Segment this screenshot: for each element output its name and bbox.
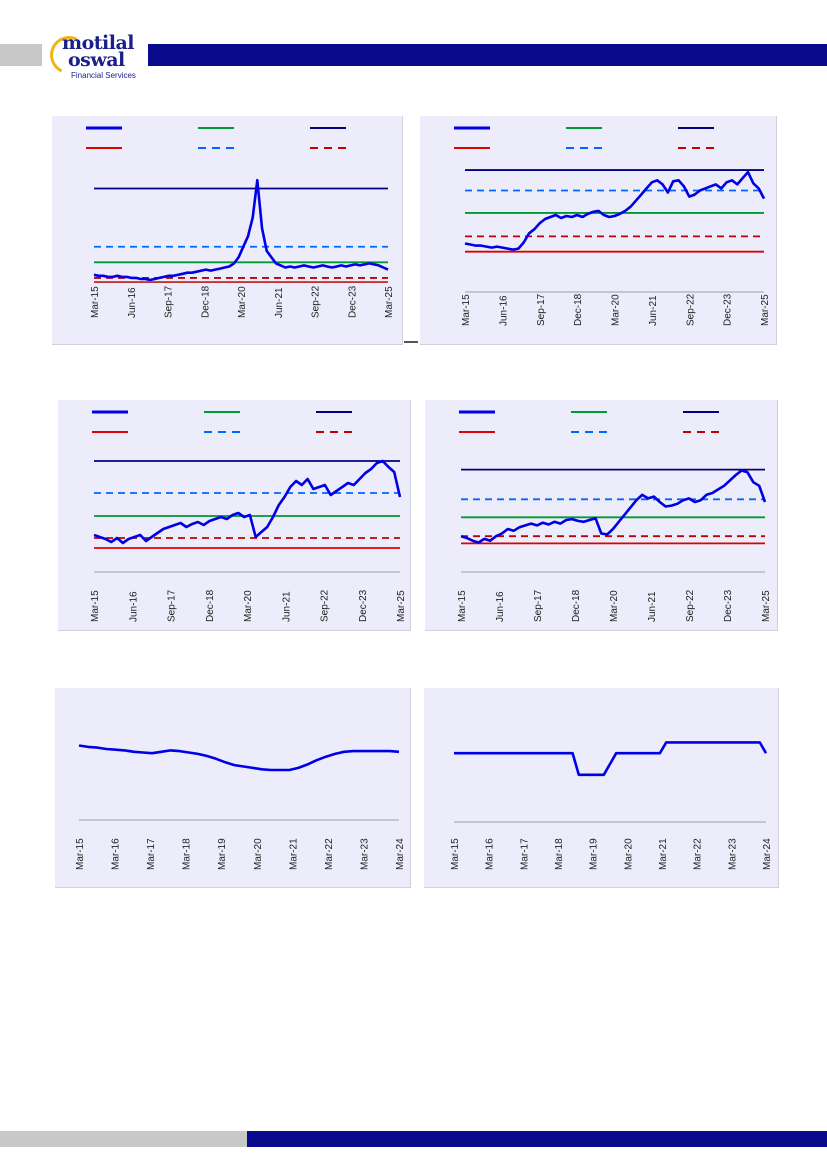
x-tick-label: Dec-23: [723, 589, 734, 622]
x-tick-label: Dec-23: [723, 293, 734, 326]
chart-5-svg: Mar-15 Mar-16 Mar-17 Mar-18 Mar-19 Mar-20 Mar-…: [75, 744, 406, 870]
x-tick-label: Dec-18: [571, 589, 582, 622]
x-tick-label: Mar-25: [396, 590, 407, 622]
x-tick-label: Mar-15: [90, 590, 101, 622]
x-tick-label: Mar-25: [384, 286, 395, 318]
x-tick-label: Mar-15: [75, 838, 86, 870]
footer-gray-bar: [0, 1131, 247, 1147]
x-tick-label: Sep-17: [167, 589, 178, 622]
x-tick-label: Mar-21: [288, 838, 299, 870]
series-line: [78, 744, 400, 772]
x-tick-label: Sep-22: [311, 285, 322, 318]
x-tick-label: Mar-20: [611, 294, 622, 326]
x-tick-label: Mar-24: [395, 838, 406, 870]
x-tick-label: Sep-17: [164, 285, 175, 318]
brand-line2: oswal: [68, 49, 125, 71]
x-tick-label: Mar-23: [727, 838, 738, 870]
x-tick-label: Mar-21: [658, 838, 669, 870]
x-tick-label: Dec-18: [205, 589, 216, 622]
header-blue-bar: [148, 44, 827, 66]
chart-2-svg: Mar-15 Jun-16 Sep-17 Dec-18 Mar-20 Jun-21 Sep-…: [454, 126, 771, 326]
x-tick-label: Jun-16: [498, 295, 509, 326]
divider-mark: [404, 341, 418, 343]
x-tick-label: Mar-19: [217, 838, 228, 870]
x-tick-label: Mar-20: [253, 838, 264, 870]
x-tick-label: Jun-21: [281, 591, 292, 622]
chart-6-svg: Mar-15 Mar-16 Mar-17 Mar-18 Mar-19 Mar-20 Mar-…: [450, 741, 773, 870]
x-tick-label: Sep-17: [536, 293, 547, 326]
x-tick-label: Sep-22: [685, 589, 696, 622]
x-tick-label: Jun-21: [648, 295, 659, 326]
x-tick-label: Dec-18: [573, 293, 584, 326]
x-tick-label: Mar-20: [623, 838, 634, 870]
series-line: [93, 459, 402, 545]
x-tick-label: Mar-15: [90, 286, 101, 318]
x-tick-label: Mar-16: [485, 838, 496, 870]
x-tick-label: Mar-17: [146, 838, 157, 870]
x-tick-label: Mar-18: [554, 838, 565, 870]
x-tick-label: Dec-23: [358, 589, 369, 622]
header-left-gray-bar: [0, 44, 42, 66]
x-tick-label: Mar-20: [237, 286, 248, 318]
series-line: [464, 170, 766, 251]
x-tick-label: Jun-21: [274, 287, 285, 318]
x-tick-label: Dec-23: [347, 285, 358, 318]
series-line: [460, 469, 767, 544]
chart-3-svg: Mar-15 Jun-16 Sep-17 Dec-18 Mar-20 Jun-21 Sep-…: [90, 410, 407, 622]
x-tick-label: Mar-18: [182, 838, 193, 870]
brand-logo: motilal oswal Financial Services: [44, 30, 148, 82]
x-tick-label: Mar-15: [450, 838, 461, 870]
x-tick-label: Dec-18: [200, 285, 211, 318]
chart-panel-5: Mar-15 Mar-16 Mar-17 Mar-18 Mar-19 Mar-20 Mar-…: [55, 688, 411, 888]
chart-panel-3: Mar-15 Jun-16 Sep-17 Dec-18 Mar-20 Jun-21 Sep-…: [58, 400, 411, 631]
x-tick-label: Mar-22: [324, 838, 335, 870]
x-tick-label: Mar-25: [760, 294, 771, 326]
x-tick-label: Mar-20: [609, 590, 620, 622]
chart-4-svg: Mar-15 Jun-16 Sep-17 Dec-18 Mar-20 Jun-21 Sep-…: [457, 410, 772, 622]
chart-panel-2: Mar-15 Jun-16 Sep-17 Dec-18 Mar-20 Jun-21 Sep-…: [420, 116, 777, 345]
x-tick-label: Mar-25: [761, 590, 772, 622]
chart-panel-6: Mar-15 Mar-16 Mar-17 Mar-18 Mar-19 Mar-20 Mar-…: [424, 688, 779, 888]
chart-1-svg: Mar-15 Jun-16 Sep-17 Dec-18 Mar-20 Jun-21 Sep-…: [86, 126, 395, 318]
x-tick-label: Mar-22: [693, 838, 704, 870]
chart-panel-4: Mar-15 Jun-16 Sep-17 Dec-18 Mar-20 Jun-21 Sep-…: [425, 400, 778, 631]
x-tick-label: Mar-23: [359, 838, 370, 870]
x-tick-label: Sep-17: [533, 589, 544, 622]
series-line: [93, 178, 389, 282]
x-tick-label: Mar-20: [243, 590, 254, 622]
x-tick-label: Mar-15: [461, 294, 472, 326]
x-tick-label: Mar-17: [519, 838, 530, 870]
x-tick-label: Jun-21: [647, 591, 658, 622]
x-tick-label: Jun-16: [128, 591, 139, 622]
series-line: [454, 741, 768, 777]
chart-panel-1: Mar-15 Jun-16 Sep-17 Dec-18 Mar-20 Jun-21 Sep-…: [52, 116, 403, 345]
x-tick-label: Sep-22: [320, 589, 331, 622]
x-tick-label: Mar-24: [762, 838, 773, 870]
x-tick-label: Mar-15: [457, 590, 468, 622]
brand-tagline: Financial Services: [71, 71, 136, 80]
x-tick-label: Jun-16: [495, 591, 506, 622]
x-tick-label: Mar-19: [589, 838, 600, 870]
x-tick-label: Mar-16: [111, 838, 122, 870]
x-tick-label: Jun-16: [127, 287, 138, 318]
brand-line1: motilal: [62, 32, 135, 54]
footer-blue-bar: [247, 1131, 827, 1147]
x-tick-label: Sep-22: [685, 293, 696, 326]
